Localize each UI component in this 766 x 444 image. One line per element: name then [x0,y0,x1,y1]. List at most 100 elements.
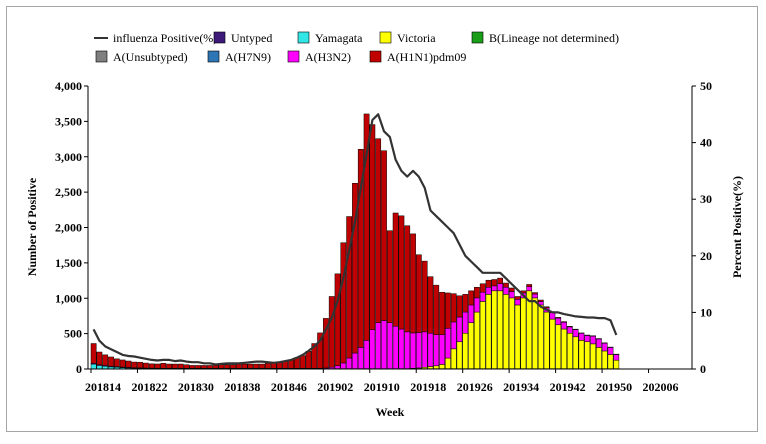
bar-segment [352,352,358,369]
bar-segment [566,326,573,328]
x-axis-label: Week [376,405,405,419]
bar-segment [433,334,440,367]
legend-swatch [207,50,220,63]
y2-tick-label: 30 [700,192,712,206]
legend-label: A(Unsubtyped) [113,50,188,64]
bar-segment [346,357,353,369]
legend-swatch [379,31,392,44]
bar-segment [102,354,109,366]
bar-segment [537,299,544,302]
x-tick-label: 201934 [503,380,539,394]
bar-segment [491,290,498,369]
bar-segment [503,282,509,288]
y2-tick-label: 10 [700,305,712,319]
bar-segment [433,365,440,369]
bar-segment [549,318,556,369]
bar-segment [590,343,596,369]
bar-segment [572,336,579,369]
bar-segment [491,279,498,287]
bar-segment [317,332,323,369]
bar-segment [90,343,97,364]
legend-label: Victoria [397,31,436,45]
bar-stack-group [90,113,620,370]
bar-segment [264,363,271,369]
y2-tick-label: 50 [700,79,712,93]
bar-segment [503,294,509,369]
y-tick-label: 2,500 [55,185,82,199]
bar-segment [201,365,207,369]
x-tick-label: 201846 [271,380,307,394]
bar-segment [456,341,463,369]
bar-segment [363,340,370,369]
bar-segment [421,260,428,333]
bar-segment [584,335,591,343]
bar-segment [514,304,521,369]
legend-item: Yamagata [297,31,363,45]
x-tick-label: 201918 [410,380,446,394]
bar-segment [375,322,382,369]
bar-segment [392,212,399,327]
bar-segment [526,290,533,369]
legend-label: influenza Positive(%) [113,31,217,45]
bar-segment [119,359,126,368]
bar-segment [468,290,474,306]
bar-segment [206,365,213,369]
bar-segment [445,328,451,359]
legend-swatch [369,50,382,63]
legend-label: A(H3N2) [305,50,351,64]
bar-segment [613,354,620,361]
bar-segment [125,360,132,368]
bar-segment [485,294,492,369]
x-tick-label: 201950 [596,380,632,394]
y2-tick-label: 20 [700,249,712,263]
legend-item: A(H7N9) [207,50,271,64]
bar-segment [549,312,556,320]
bar-segment [555,324,562,369]
bar-segment [259,363,265,369]
bar-segment [410,233,416,334]
y-tick-label: 1,000 [55,291,82,305]
bar-segment [375,138,382,323]
bar-segment [561,322,567,330]
bar-segment [415,254,422,333]
bar-segment [450,348,457,369]
legend-swatch [287,50,300,63]
bar-segment [357,149,364,348]
bar-segment [601,342,608,352]
bar-segment [526,286,533,292]
bar-segment [491,285,498,292]
legend-swatch [213,31,226,44]
bar-segment [340,362,347,369]
bar-segment [369,124,376,330]
bar-segment [537,304,544,369]
bar-segment [468,322,474,369]
y2-tick-label: 40 [700,136,712,150]
bar-segment [508,287,515,292]
bar-segment [381,150,387,321]
bar-segment [572,328,579,330]
bar-segment [450,321,457,350]
bar-segment [445,357,451,369]
bar-segment [497,290,504,369]
bar-segment [305,351,312,369]
x-tick-label: 201902 [317,380,353,394]
bar-segment [363,113,370,341]
x-tick-label: 201814 [85,380,121,394]
bar-segment [334,365,341,369]
bar-segment [532,293,538,299]
legend-item: Untyped [213,31,272,45]
y-tick-label: 0 [76,362,82,376]
bar-segment [427,333,434,367]
x-tick-label: 201830 [178,380,214,394]
bar-segment [462,333,469,369]
y-tick-label: 2,000 [55,221,82,235]
legend-item: influenza Positive(%) [94,31,217,45]
bar-segment [601,350,608,369]
bar-segment [218,364,225,369]
x-tick-label: 201822 [131,380,167,394]
bar-segment [398,328,405,369]
bar-segment [479,301,486,369]
bar-segment [439,291,445,335]
bar-segment [404,225,411,333]
bar-segment [183,364,190,369]
